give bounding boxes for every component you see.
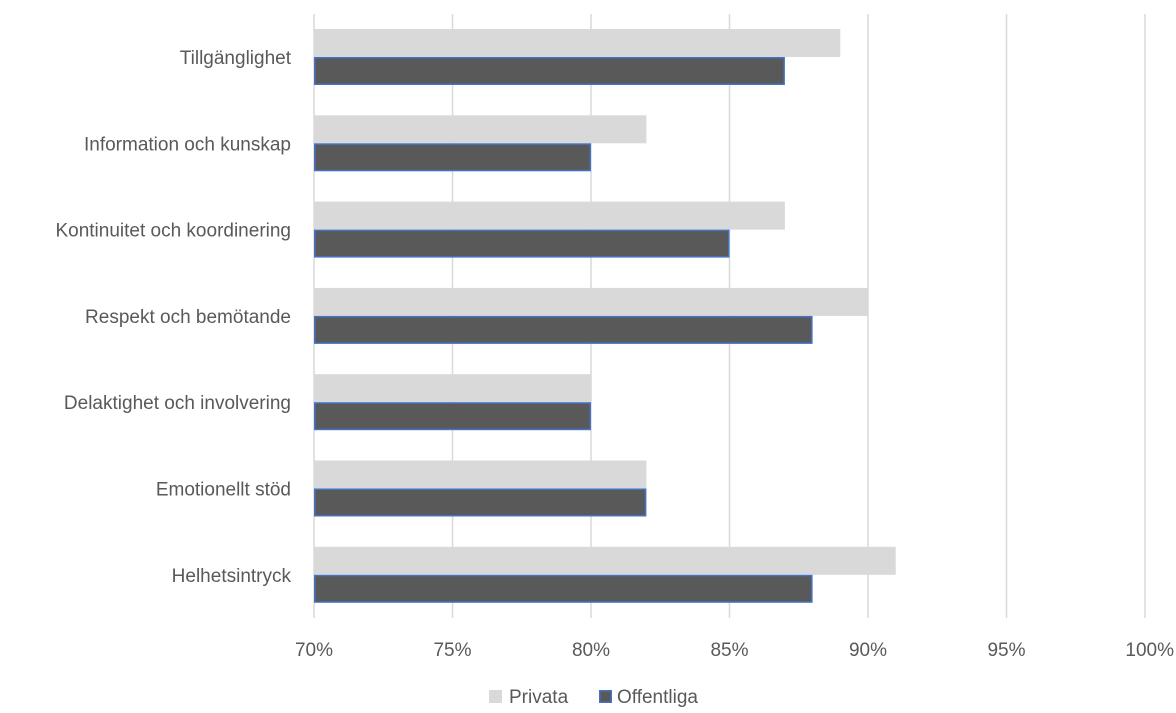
x-tick-label: 70% — [295, 640, 333, 661]
bar-offentliga-6 — [314, 574, 813, 603]
bar-privata-0 — [314, 29, 841, 57]
bar-offentliga-1 — [314, 143, 591, 172]
bars — [314, 29, 896, 603]
bar-privata-4 — [314, 374, 591, 403]
category-label: Kontinuitet och koordinering — [55, 221, 291, 242]
bar-privata-3 — [314, 287, 868, 316]
bar-offentliga-0 — [314, 57, 785, 85]
x-axis-tick-labels: 70% 75% 80% 85% 90% 95% 100% — [295, 640, 1174, 661]
bar-offentliga-3 — [314, 315, 813, 344]
legend: Privata Offentliga — [489, 687, 698, 708]
x-tick-label: 85% — [710, 640, 748, 661]
category-labels: Tillgänglighet Information och kunskap Kon… — [55, 48, 291, 587]
category-label: Tillgänglighet — [180, 48, 292, 69]
legend-swatch-offentliga — [599, 690, 612, 703]
category-label: Emotionellt stöd — [156, 480, 291, 501]
bar-privata-6 — [314, 546, 896, 575]
bar-offentliga-4 — [314, 402, 591, 431]
category-label: Delaktighet och involvering — [64, 393, 291, 414]
category-label: Helhetsintryck — [172, 566, 292, 587]
x-tick-label: 90% — [849, 640, 887, 661]
x-tick-label: 95% — [987, 640, 1025, 661]
legend-swatch-privata — [489, 690, 502, 703]
bar-offentliga-2 — [314, 229, 730, 258]
bar-offentliga-5 — [314, 488, 647, 517]
category-label: Respekt och bemötande — [85, 307, 291, 328]
legend-label-privata: Privata — [509, 687, 569, 708]
category-label: Information och kunskap — [84, 134, 291, 155]
x-tick-label: 80% — [572, 640, 610, 661]
bar-privata-2 — [314, 201, 785, 230]
legend-label-offentliga: Offentliga — [617, 687, 698, 708]
x-tick-label: 75% — [433, 640, 471, 661]
x-tick-label: 100% — [1125, 640, 1174, 661]
bar-privata-5 — [314, 460, 647, 489]
bar-privata-1 — [314, 115, 647, 144]
